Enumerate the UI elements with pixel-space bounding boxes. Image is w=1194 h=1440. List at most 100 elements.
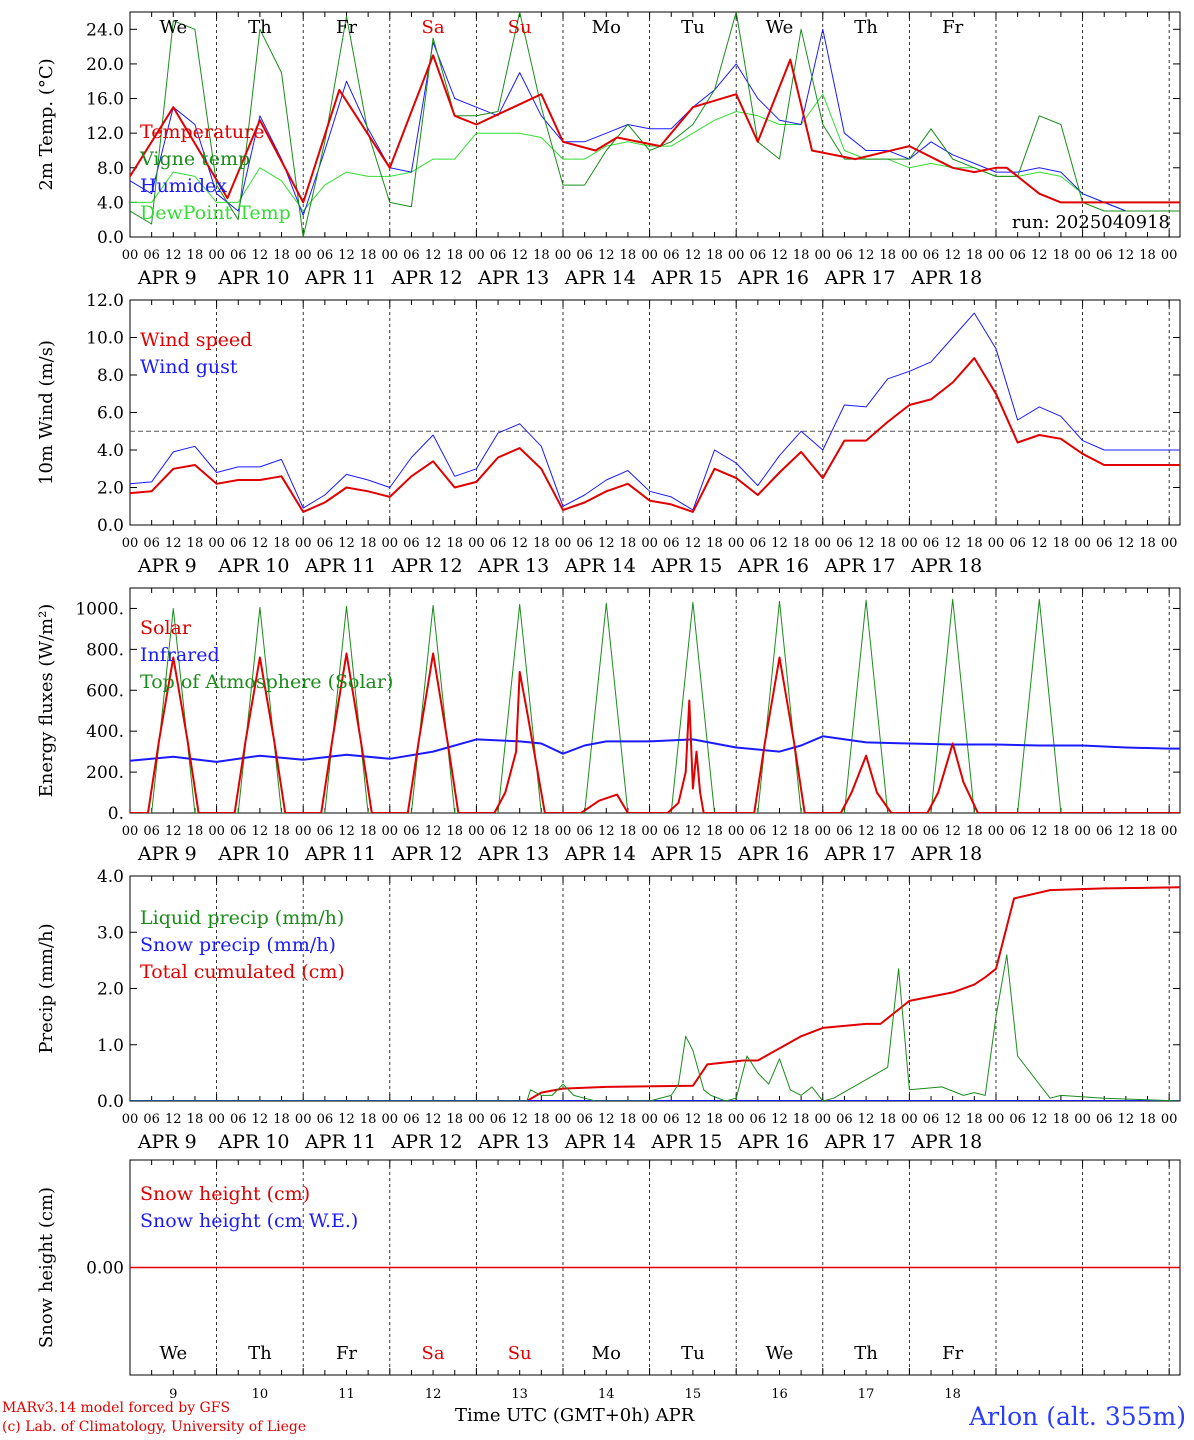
weekday-label: Th — [248, 1343, 272, 1364]
weekday-label: Fr — [942, 17, 963, 38]
hour-tick-label: 06 — [490, 248, 507, 263]
hour-tick-label: 06 — [836, 1112, 853, 1127]
weekday-label: We — [766, 1343, 794, 1364]
hour-tick-label: 12 — [685, 248, 702, 263]
hour-tick-label: 06 — [576, 248, 593, 263]
day-number: 15 — [685, 1387, 702, 1402]
day-label: APR 18 — [910, 1131, 982, 1153]
weekday-label: We — [159, 1343, 187, 1364]
hour-tick-label: 00 — [1074, 824, 1091, 839]
hour-tick-label: 18 — [966, 536, 983, 551]
hour-tick-label: 00 — [988, 824, 1005, 839]
legend-entry: Infrared — [140, 644, 220, 666]
day-label: APR 15 — [650, 843, 722, 865]
hour-tick-label: 00 — [1074, 248, 1091, 263]
hour-tick-label: 06 — [317, 824, 334, 839]
hour-tick-label: 06 — [663, 824, 680, 839]
hour-tick-label: 06 — [1096, 824, 1113, 839]
hour-tick-label: 18 — [273, 824, 290, 839]
series-line-total-cumulated-cm- — [130, 886, 1180, 1101]
hour-tick-label: 00 — [555, 536, 572, 551]
hour-tick-label: 18 — [446, 824, 463, 839]
hour-tick-label: 18 — [879, 248, 896, 263]
day-number: 17 — [858, 1387, 875, 1402]
day-label: APR 9 — [137, 843, 197, 865]
hour-tick-label: 06 — [143, 248, 160, 263]
hour-tick-label: 06 — [576, 1112, 593, 1127]
hour-tick-label: 00 — [208, 824, 225, 839]
hour-tick-label: 18 — [360, 1112, 377, 1127]
hour-tick-label: 00 — [382, 824, 399, 839]
hour-tick-label: 12 — [858, 824, 875, 839]
hour-tick-label: 00 — [815, 824, 832, 839]
day-label: APR 13 — [477, 1131, 549, 1153]
hour-tick-label: 00 — [555, 248, 572, 263]
hour-tick-label: 18 — [360, 824, 377, 839]
hour-tick-label: 06 — [1009, 824, 1026, 839]
hour-tick-label: 00 — [1161, 1112, 1178, 1127]
hour-tick-label: 00 — [728, 536, 745, 551]
y-tick-label: 8.0 — [97, 159, 124, 179]
hour-tick-label: 12 — [1031, 536, 1048, 551]
hour-tick-label: 12 — [165, 536, 182, 551]
hour-tick-label: 00 — [641, 248, 658, 263]
hour-tick-label: 12 — [858, 248, 875, 263]
hour-tick-label: 00 — [295, 536, 312, 551]
hour-tick-label: 18 — [706, 536, 723, 551]
hour-tick-label: 00 — [555, 1112, 572, 1127]
hour-tick-label: 18 — [793, 824, 810, 839]
hour-tick-label: 12 — [165, 824, 182, 839]
hour-tick-label: 06 — [836, 248, 853, 263]
day-label: APR 18 — [910, 555, 982, 577]
hour-tick-label: 06 — [230, 536, 247, 551]
hour-tick-label: 00 — [468, 536, 485, 551]
hour-tick-label: 12 — [425, 824, 442, 839]
hour-tick-label: 12 — [944, 248, 961, 263]
hour-tick-label: 12 — [511, 248, 528, 263]
hour-tick-label: 12 — [685, 1112, 702, 1127]
legend-entry: Wind gust — [140, 356, 238, 378]
weekday-label: Tu — [681, 17, 705, 38]
legend-entry: Humidex — [140, 175, 227, 197]
hour-tick-label: 12 — [252, 536, 269, 551]
hour-tick-label: 00 — [208, 1112, 225, 1127]
hour-tick-label: 06 — [750, 536, 767, 551]
series-line-humidex — [130, 28, 1180, 216]
hour-tick-label: 06 — [576, 824, 593, 839]
day-label: APR 12 — [391, 1131, 463, 1153]
weekday-label: Su — [508, 17, 532, 38]
series-line-temperature — [130, 54, 1180, 204]
hour-tick-label: 06 — [663, 536, 680, 551]
y-tick-label: 0. — [108, 804, 124, 824]
hour-tick-label: 00 — [468, 248, 485, 263]
hour-tick-label: 18 — [620, 536, 637, 551]
hour-tick-label: 00 — [1074, 536, 1091, 551]
hour-tick-label: 18 — [360, 536, 377, 551]
y-tick-label: 10.0 — [86, 329, 124, 349]
hour-tick-label: 12 — [1031, 824, 1048, 839]
hour-tick-label: 00 — [901, 248, 918, 263]
series-line-dewpoint-temp — [130, 93, 1180, 212]
hour-tick-label: 00 — [208, 248, 225, 263]
day-label: APR 10 — [217, 555, 289, 577]
day-label: APR 11 — [304, 843, 376, 865]
day-label: APR 14 — [564, 1131, 636, 1153]
day-label: APR 16 — [737, 843, 809, 865]
hour-tick-label: 18 — [446, 536, 463, 551]
y-tick-label: 4.0 — [97, 867, 124, 887]
hour-tick-label: 12 — [1031, 248, 1048, 263]
day-label: APR 17 — [824, 843, 896, 865]
day-label: APR 14 — [564, 843, 636, 865]
weekday-label: Th — [248, 17, 272, 38]
hour-tick-label: 12 — [338, 248, 355, 263]
y-tick-label: 200. — [86, 763, 124, 783]
hour-tick-label: 18 — [793, 1112, 810, 1127]
hour-tick-label: 12 — [598, 1112, 615, 1127]
hour-tick-label: 00 — [295, 824, 312, 839]
hour-tick-label: 06 — [1096, 536, 1113, 551]
day-label: APR 13 — [477, 555, 549, 577]
hour-tick-label: 06 — [1096, 1112, 1113, 1127]
hour-tick-label: 12 — [338, 824, 355, 839]
y-tick-label: 6.0 — [97, 404, 124, 424]
